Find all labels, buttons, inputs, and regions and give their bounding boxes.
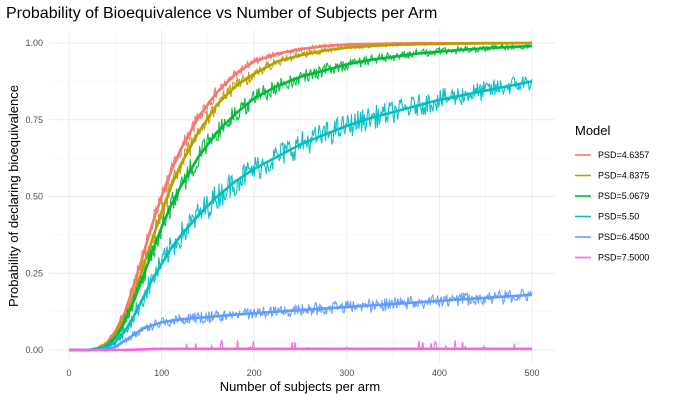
y-tick-label: 0.25	[25, 268, 43, 278]
chart-title: Probability of Bioequivalence vs Number …	[6, 5, 437, 22]
legend-label: PSD=6.4500	[598, 232, 649, 242]
x-tick-label: 200	[247, 368, 262, 378]
y-axis-title: Probability of declaring bioequivalence	[6, 85, 21, 307]
legend-label: PSD=5.50	[598, 212, 639, 222]
y-tick-label: 0.50	[25, 192, 43, 202]
legend: Model PSD=4.6357 PSD=4.8375 PSD=5.0679 PSD=…	[575, 123, 649, 263]
y-tick-label: 1.00	[25, 38, 43, 48]
x-axis-title: Number of subjects per arm	[220, 379, 380, 394]
series-fitted-line	[69, 44, 533, 352]
x-tick-label: 300	[339, 368, 354, 378]
x-tick-label: 400	[432, 368, 447, 378]
legend-title: Model	[575, 123, 611, 138]
series-fitted-line	[69, 41, 533, 352]
x-tick-labels: 0 100 200 300 400 500	[66, 368, 539, 378]
series-fitted-line	[69, 293, 533, 352]
series-PSD=5.50	[69, 76, 533, 352]
y-tick-labels: 0.00 0.25 0.50 0.75 1.00	[25, 38, 43, 355]
series-fitted-line	[69, 80, 533, 352]
series-PSD=6.4500	[69, 288, 533, 352]
x-tick-label: 500	[524, 368, 539, 378]
legend-label: PSD=4.8375	[598, 171, 649, 181]
x-tick-label: 0	[66, 368, 71, 378]
legend-label: PSD=7.5000	[598, 253, 649, 263]
y-tick-label: 0.75	[25, 115, 43, 125]
y-tick-label: 0.00	[25, 345, 43, 355]
series-fitted-line	[69, 347, 532, 352]
legend-label: PSD=4.6357	[598, 150, 649, 160]
x-tick-label: 100	[154, 368, 169, 378]
series-PSD=7.5000	[69, 339, 532, 352]
series-noisy-line	[69, 288, 533, 351]
legend-label: PSD=5.0679	[598, 191, 649, 201]
series-layer	[69, 41, 533, 352]
series-PSD=4.8375	[69, 41, 533, 352]
series-PSD=5.0679	[69, 42, 533, 352]
